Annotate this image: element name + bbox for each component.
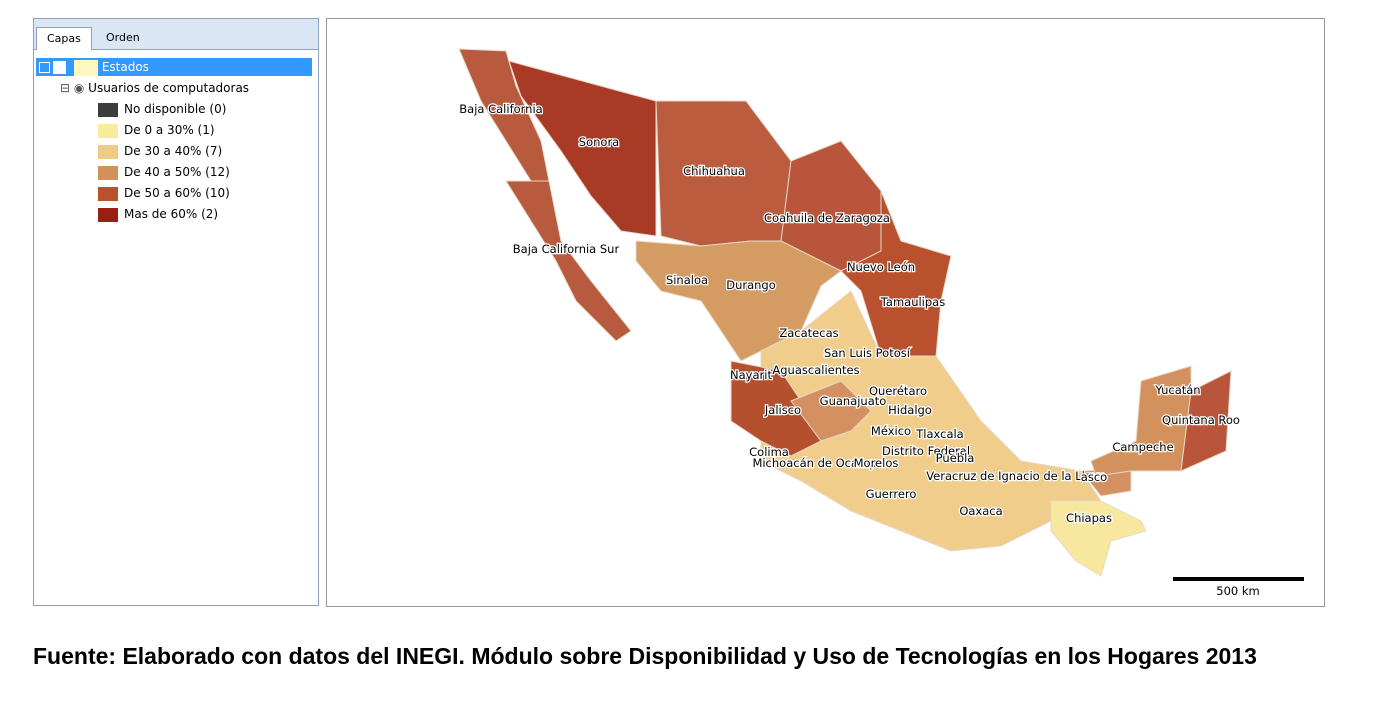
- state-label: Guerrero: [866, 487, 917, 501]
- state-label: Hidalgo: [888, 403, 932, 417]
- state-label: Puebla: [936, 451, 975, 465]
- state-label: Veracruz de Ignacio de la Llave: [926, 469, 1106, 483]
- state-label: Yucatán: [1154, 383, 1200, 397]
- map-view[interactable]: Baja California Sonora Chihuahua Coahuila d…: [326, 18, 1325, 607]
- legend-label: De 30 a 40% (7): [124, 144, 223, 158]
- legend-item: No disponible (0): [98, 100, 226, 118]
- state-label: Michoacán de Ocampo: [752, 456, 883, 470]
- legend-label: De 50 a 60% (10): [124, 186, 230, 200]
- state-label: Durango: [726, 278, 776, 292]
- legend-swatch: [98, 102, 118, 117]
- state-label: Querétaro: [869, 384, 927, 398]
- legend-item: De 40 a 50% (12): [98, 163, 230, 181]
- legend-item: De 50 a 60% (10): [98, 184, 230, 202]
- state-label: Jalisco: [764, 403, 801, 417]
- legend-swatch: [98, 123, 118, 138]
- state-label: Baja California Sur: [513, 242, 620, 256]
- state-label: Nayarit: [730, 368, 772, 382]
- source-note: Fuente: Elaborado con datos del INEGI. M…: [33, 643, 1257, 669]
- legend-swatch: [98, 186, 118, 201]
- map: Baja California Sonora Chihuahua Coahuila d…: [458, 48, 1304, 598]
- legend-swatch: [98, 207, 118, 222]
- legend-label: De 40 a 50% (12): [124, 165, 230, 179]
- layer-row[interactable]: Estados: [36, 58, 312, 76]
- legend-label: No disponible (0): [124, 102, 227, 116]
- field-name: Usuarios de computadoras: [88, 81, 250, 95]
- tab[interactable]: Capas: [36, 27, 92, 50]
- state-label: San Luis Potosí: [824, 346, 911, 360]
- state-label: Baja California: [459, 102, 542, 116]
- state-label: Nuevo León: [847, 260, 915, 274]
- layers-panel: Capas Orden Estados ⊟ ◉ Usuarios de comp…: [33, 18, 319, 606]
- state-label: Quintana Roo: [1162, 413, 1240, 427]
- legend-item: De 0 a 30% (1): [98, 121, 215, 139]
- scale-label: 500 km: [1216, 584, 1259, 598]
- state-label: Coahuila de Zaragoza: [764, 211, 890, 225]
- state-label: Oaxaca: [959, 504, 1002, 518]
- state-label: Tamaulipas: [880, 295, 945, 309]
- state-label: Aguascalientes: [772, 363, 859, 377]
- state-label: Campeche: [1112, 440, 1173, 454]
- state-label: Zacatecas: [779, 326, 838, 340]
- state-label: Distrito Federal: [882, 444, 970, 458]
- layer-name: Estados: [101, 60, 149, 74]
- state-label: Morelos: [854, 456, 899, 470]
- legend-item: De 30 a 40% (7): [98, 142, 222, 160]
- state-label: Sinaloa: [666, 273, 708, 287]
- legend-item: Mas de 60% (2): [98, 205, 218, 223]
- state-label: México: [871, 424, 911, 438]
- state-label: Guanajuato: [820, 394, 887, 408]
- state-label: Colima: [749, 445, 789, 459]
- state-label: Chiapas: [1066, 511, 1112, 525]
- state-label: Tlaxcala: [915, 427, 963, 441]
- field-row[interactable]: ⊟ ◉ Usuarios de computadoras: [60, 81, 250, 95]
- tab[interactable]: Orden: [106, 31, 140, 44]
- state-label: asco: [1081, 470, 1107, 484]
- legend-label: Mas de 60% (2): [124, 207, 219, 221]
- state-label: Sonora: [579, 135, 619, 149]
- legend-swatch: [98, 144, 118, 159]
- tab-bar: Capas Orden: [34, 19, 318, 50]
- state-label: Chihuahua: [683, 164, 745, 178]
- legend-label: De 0 a 30% (1): [124, 123, 215, 137]
- legend-swatch: [98, 165, 118, 180]
